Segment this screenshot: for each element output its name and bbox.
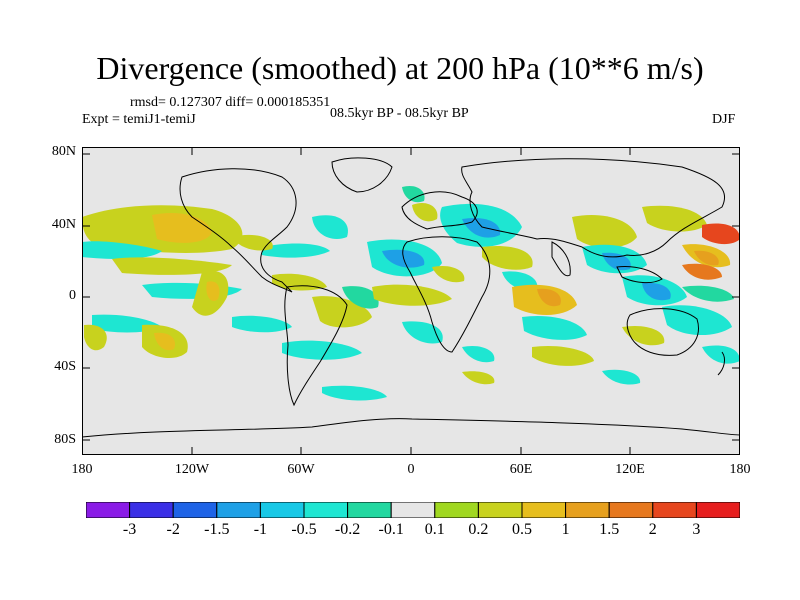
colorbar-box — [608, 502, 654, 518]
antarctica-coast — [82, 418, 740, 438]
field-patch — [412, 202, 438, 222]
field-patch — [232, 315, 292, 333]
colorbar-box — [259, 502, 305, 518]
field-patch — [572, 215, 637, 248]
experiment-label: Expt = temiJ1-temiJ — [82, 112, 196, 127]
field-patch — [402, 321, 443, 344]
india-coast — [551, 241, 571, 277]
field-patch — [622, 325, 665, 346]
field-patch — [322, 385, 387, 401]
colorbar-label: -1 — [253, 521, 268, 538]
colorbar-label: 0.2 — [468, 521, 489, 538]
lat-label-80n: 80N — [51, 144, 76, 159]
colorbar-label: 1.5 — [599, 521, 620, 538]
field-patch — [537, 288, 561, 307]
colorbar-box — [347, 502, 392, 518]
maritime-continent-coast — [616, 266, 663, 284]
field-patch — [532, 345, 594, 366]
field-patch — [312, 215, 348, 239]
colorbar-label: 1 — [561, 521, 570, 538]
field-patch — [206, 281, 220, 302]
field-patch — [462, 345, 495, 363]
field-patch — [84, 324, 107, 351]
colorbar-box — [86, 502, 131, 518]
colorbar-label: -1.5 — [204, 521, 230, 538]
colorbar-label: 2 — [648, 521, 657, 538]
lon-label-60e: 60E — [509, 462, 533, 477]
colorbar-box — [652, 502, 697, 518]
colorbar-box — [172, 502, 218, 518]
colorbar-box — [129, 502, 174, 518]
field-patch — [342, 286, 379, 309]
lon-label-0: 0 — [407, 462, 415, 477]
europe-coast — [401, 191, 478, 230]
colorbar-label: -0.5 — [291, 521, 317, 538]
axis-ticks — [82, 147, 740, 455]
field-patch — [642, 282, 671, 301]
south-america-coast — [284, 285, 348, 407]
field-patch — [642, 205, 707, 232]
colorbar-label: 0.5 — [512, 521, 532, 538]
colorbar-box — [390, 502, 436, 518]
season-label: DJF — [712, 112, 736, 127]
colorbar-box — [303, 502, 349, 518]
colorbar-box — [521, 502, 567, 518]
period-label: 08.5kyr BP - 08.5kyr BP — [330, 106, 469, 121]
lon-label-180w: 180 — [71, 462, 93, 477]
field-patch — [482, 245, 533, 270]
north-america-coast — [179, 168, 297, 293]
field-patch — [694, 250, 719, 266]
colorbar-label: -0.2 — [334, 521, 361, 538]
field-patch — [432, 265, 465, 283]
greenland-coast — [331, 157, 393, 193]
colorbar-box — [695, 502, 740, 518]
field-patch — [382, 249, 425, 268]
lon-label-120w: 120W — [174, 462, 210, 477]
field-patch — [522, 315, 587, 340]
lon-label-120e: 120E — [615, 462, 645, 477]
lon-label-60w: 60W — [287, 462, 315, 477]
shaded-fields — [82, 185, 740, 401]
africa-coast — [402, 236, 491, 353]
colorbar-label: 3 — [692, 521, 701, 538]
colorbar-label: 0.1 — [424, 521, 445, 538]
lat-label-80s: 80S — [54, 432, 76, 447]
field-patch — [702, 223, 740, 245]
australia-coast — [626, 308, 699, 356]
field-patch — [462, 371, 495, 385]
map-frame — [82, 147, 740, 455]
colorbar-box — [434, 502, 479, 518]
asia-coast — [461, 158, 725, 258]
colorbar-label: -2 — [166, 521, 180, 538]
map-title: Divergence (smoothed) at 200 hPa (10**6 … — [96, 50, 704, 86]
colorbar — [86, 502, 740, 518]
field-patch — [402, 185, 425, 203]
field-patch — [154, 332, 176, 351]
stats-label: rmsd= 0.127307 diff= 0.000185351 — [130, 95, 331, 110]
lat-label-40s: 40S — [54, 359, 76, 374]
lon-label-180e: 180 — [729, 462, 751, 477]
colorbar-box — [216, 502, 261, 518]
colorbar-box — [565, 502, 610, 518]
field-patch — [282, 340, 362, 360]
colorbar-label: -3 — [122, 521, 137, 538]
field-patch — [462, 217, 501, 238]
field-patch — [82, 241, 162, 259]
field-patch — [702, 345, 740, 364]
field-patch — [262, 243, 330, 258]
colorbar-label: -0.1 — [378, 521, 404, 538]
lat-label-0: 0 — [69, 288, 76, 303]
field-patch — [602, 369, 641, 385]
coastlines — [82, 157, 740, 438]
field-patch — [682, 263, 722, 280]
field-patch — [232, 234, 273, 251]
field-patch — [682, 285, 734, 302]
new-zealand-coast — [717, 351, 726, 376]
lat-label-40n: 40N — [51, 217, 76, 232]
colorbar-box — [477, 502, 523, 518]
field-patch — [112, 257, 232, 275]
divergence-map — [82, 147, 740, 455]
field-patch — [372, 284, 452, 306]
